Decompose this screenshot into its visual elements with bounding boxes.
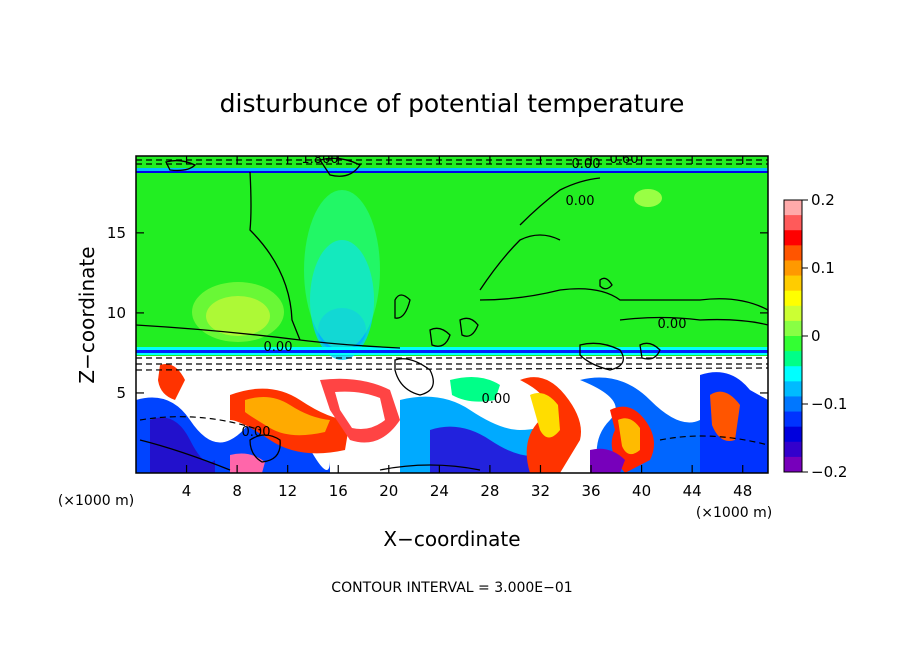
x-axis-ticks: 4 8 12 16 20 24 28 32 36 40 44 48	[182, 156, 752, 500]
chart-title: disturbunce of potential temperature	[220, 89, 685, 118]
tropopause-line	[136, 350, 768, 353]
warm-spot-right	[634, 189, 662, 207]
colorbar-tick-label: −0.1	[811, 395, 847, 413]
colorbar-swatch	[784, 366, 802, 382]
x-tick-label: 16	[329, 482, 348, 500]
y-axis-ticks: 5 10 15	[107, 224, 768, 402]
x-unit-left: (×1000 m)	[58, 493, 134, 509]
contour-label: 0.00	[482, 392, 511, 407]
colorbar-swatch	[784, 441, 802, 458]
top-sponge-line	[136, 171, 768, 173]
x-tick-label: 4	[182, 482, 192, 500]
x-tick-label: 28	[480, 482, 499, 500]
colorbar-swatch	[784, 320, 802, 337]
colorbar-swatch	[784, 305, 802, 322]
colorbar-ticks: 0.2 0.1 0 −0.1 −0.2	[802, 191, 847, 481]
colorbar-swatch	[784, 336, 802, 352]
top-sponge-band	[136, 168, 768, 172]
cold-anomaly-halo	[304, 190, 380, 350]
contour-label: 0.00	[242, 425, 271, 440]
colorbar-swatch	[784, 245, 802, 261]
colorbar-swatch	[784, 230, 802, 246]
boundary-layer-field	[136, 364, 768, 473]
colorbar	[784, 200, 802, 473]
warm-anomaly-halo	[192, 282, 284, 342]
x-tick-label: 36	[581, 482, 600, 500]
colorbar-tick-label: 0.1	[811, 259, 835, 277]
colorbar-swatch	[784, 396, 802, 413]
contour-label: 0.00	[566, 194, 595, 209]
colorbar-swatch	[784, 260, 802, 277]
x-tick-label: 24	[430, 482, 449, 500]
colorbar-tick-label: −0.2	[811, 463, 847, 481]
colorbar-swatch	[784, 381, 802, 397]
contour-label: 0.00	[658, 317, 687, 332]
contour-labels: 1.800 0.60 0.00 0.00 0.00 0.00 0.00 0.00	[242, 152, 687, 440]
plot-area: 1.800 0.60 0.00 0.00 0.00 0.00 0.00 0.00	[136, 152, 768, 473]
x-tick-label: 12	[278, 482, 297, 500]
x-tick-label: 32	[531, 482, 550, 500]
contour-label: 0.00	[572, 157, 601, 172]
y-axis-label: Z−coordinate	[75, 246, 99, 383]
contour-lines	[136, 157, 768, 471]
colorbar-swatch	[784, 215, 802, 231]
colorbar-swatch	[784, 290, 802, 307]
x-tick-label: 48	[733, 482, 752, 500]
x-tick-label: 20	[379, 482, 398, 500]
x-unit-right: (×1000 m)	[696, 505, 772, 521]
colorbar-swatch	[784, 200, 802, 216]
colorbar-swatch	[784, 411, 802, 428]
colorbar-swatch	[784, 275, 802, 292]
x-tick-label: 40	[632, 482, 651, 500]
y-tick-label: 15	[107, 224, 126, 242]
y-tick-label: 5	[116, 384, 126, 402]
contour-label: 1.800	[301, 152, 338, 167]
contour-label: 0.60	[610, 152, 639, 167]
x-axis-label: X−coordinate	[383, 527, 520, 551]
contour-interval-note: CONTOUR INTERVAL = 3.000E−01	[331, 580, 572, 596]
colorbar-swatch	[784, 426, 802, 443]
colorbar-tick-label: 0.2	[811, 191, 835, 209]
colorbar-swatch	[784, 351, 802, 367]
plot-frame	[135, 155, 769, 474]
x-tick-label: 8	[232, 482, 242, 500]
dashed-contours	[136, 159, 768, 446]
colorbar-swatch	[784, 456, 802, 473]
x-tick-label: 44	[683, 482, 702, 500]
y-tick-label: 10	[107, 304, 126, 322]
contour-label: 0.00	[264, 340, 293, 355]
colorbar-tick-label: 0	[811, 327, 821, 345]
